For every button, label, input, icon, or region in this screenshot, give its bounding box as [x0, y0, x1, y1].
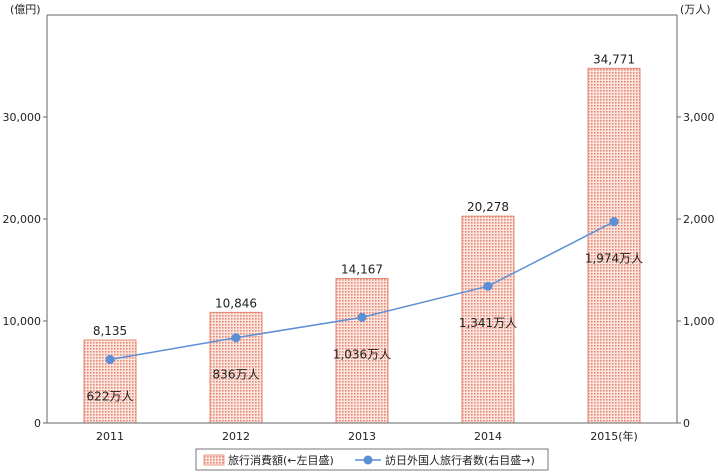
line-point: [483, 281, 493, 291]
right-tick-label: 0: [683, 417, 690, 430]
x-tick-label: 2015(年): [590, 429, 638, 443]
line-point: [609, 217, 619, 227]
bar: [209, 311, 263, 424]
line-point: [105, 355, 115, 365]
bar-value-label: 10,846: [215, 296, 257, 310]
right-tick-label: 1,000: [683, 315, 715, 328]
bar-value-label: 20,278: [467, 200, 509, 214]
right-tick-label: 3,000: [683, 111, 715, 124]
bar: [335, 277, 389, 424]
bar-value-labels: 8,135 10,846 14,167 20,278 34,771: [93, 52, 635, 338]
line-value-label: 1,974万人: [585, 252, 643, 266]
right-axis-ticks: 0 1,000 2,000 3,000: [677, 111, 715, 430]
legend-bar-swatch: [203, 454, 225, 466]
bar: [461, 215, 515, 424]
bar-series: [83, 67, 641, 424]
legend-line-marker: [363, 455, 373, 465]
left-tick-label: 10,000: [3, 315, 42, 328]
line-value-label: 622万人: [87, 390, 134, 404]
legend: 旅行消費額(←左目盛) 訪日外国人旅行者数(右目盛→): [195, 448, 549, 471]
legend-bar-label: 旅行消費額(←左目盛): [228, 453, 334, 467]
bar-value-label: 34,771: [593, 52, 635, 66]
line-point: [357, 312, 367, 322]
left-tick-label: 30,000: [3, 111, 42, 124]
line-value-label: 1,341万人: [459, 316, 517, 330]
left-tick-label: 0: [34, 417, 41, 430]
legend-line-label: 訪日外国人旅行者数(右目盛→): [385, 453, 535, 467]
bar: [83, 339, 137, 424]
line-value-label: 836万人: [213, 368, 260, 382]
x-tick-label: 2012: [222, 430, 250, 443]
x-tick-label: 2014: [474, 430, 502, 443]
right-axis-unit: (万人): [680, 3, 711, 16]
x-tick-label: 2011: [96, 430, 124, 443]
line-point: [231, 333, 241, 343]
left-axis-unit: (億円): [10, 3, 41, 16]
left-tick-label: 20,000: [3, 213, 42, 226]
x-tick-label: 2013: [348, 430, 376, 443]
line-value-label: 1,036万人: [333, 347, 391, 361]
right-tick-label: 2,000: [683, 213, 715, 226]
line-series: [105, 217, 619, 365]
line-value-labels: 622万人 836万人 1,036万人 1,341万人 1,974万人: [87, 252, 644, 404]
bar-value-label: 8,135: [93, 324, 127, 338]
bar-value-label: 14,167: [341, 262, 383, 276]
bar: [587, 67, 641, 424]
left-axis-ticks: 0 10,000 20,000 30,000: [3, 111, 47, 430]
x-axis-labels: 2011 2012 2013 2014 2015(年): [96, 429, 638, 443]
